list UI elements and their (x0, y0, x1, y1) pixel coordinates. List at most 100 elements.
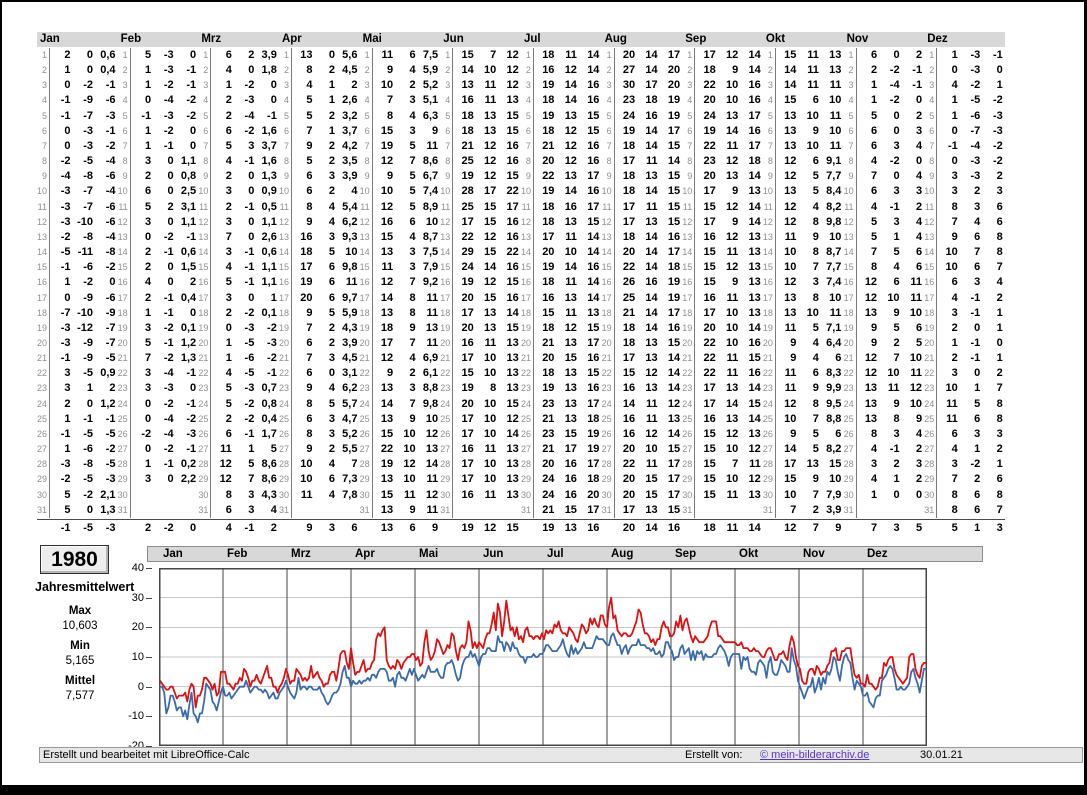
day-number: 24 (924, 396, 938, 412)
temp-cell: 0 (145, 230, 152, 243)
day-number: 22 (682, 366, 696, 382)
day-number: 7 (118, 138, 131, 155)
day-number: 16 (924, 275, 938, 291)
day-number: 6 (521, 123, 534, 139)
temp-cell: 5 (893, 321, 900, 334)
temp-cell: 4 (225, 155, 232, 168)
temp-cell: 16 (748, 336, 761, 349)
temp-cell: 15 (506, 124, 519, 137)
temp-cell: 5 (328, 246, 335, 259)
day-number: 3 (198, 78, 212, 94)
temp-cell: 11 (345, 276, 358, 289)
temp-cell: 0 (167, 473, 174, 486)
temp-cell: 6,2 (342, 215, 358, 228)
temperature-table: 1 2 0 0,6 2 1 0 0,4 3 0 -2 -1 4 -1 -9 -6 5 -1 -7 -3 6 0 -3 -1 7 0… (37, 48, 1005, 518)
temp-cell: 4 (915, 139, 923, 152)
temp-cell: 2 (145, 261, 152, 274)
mean-cell: 7 (870, 521, 878, 534)
temp-cell: 0 (248, 215, 255, 228)
temp-cell: 9 (306, 443, 313, 456)
temp-cell: 3 (145, 382, 152, 395)
day-number: 1 (118, 48, 131, 64)
temp-cell: 10 (380, 79, 394, 92)
temp-cell: -7 (83, 185, 93, 198)
temp-cell: 10 (380, 185, 394, 198)
temp-cell: 8,8 (422, 382, 439, 395)
temp-cell: 21 (542, 503, 555, 516)
day-number: 25 (602, 411, 615, 427)
temp-cell: 13 (667, 412, 681, 425)
temp-cell: 24 (542, 488, 555, 501)
temp-cell: 23 (542, 427, 555, 440)
temp-cell: 3,9 (342, 170, 358, 183)
day-number-empty (521, 521, 534, 536)
temp-cell: 16 (587, 155, 600, 168)
temp-cell (131, 503, 154, 518)
temp-cell: 15 (564, 352, 577, 365)
day-number: 1 (521, 48, 534, 64)
day-number: 16 (198, 275, 212, 291)
temp-cell: 9 (409, 321, 416, 334)
temp-cell: 8,2 (826, 200, 842, 213)
day-number: 24 (279, 396, 292, 412)
chart-month-label-mrz: Mrz (291, 548, 311, 560)
temp-cell: -3 (163, 109, 174, 122)
temp-cell: 5 (225, 139, 232, 152)
table-month-header-row: Jan Feb Mrz Apr Mai Jun Jul Aug Sep Okt Nov Dez (37, 32, 1005, 47)
temp-cell: -3 (970, 155, 981, 168)
temp-cell: 12 (484, 276, 497, 289)
temp-cell: 11 (807, 79, 819, 92)
day-number: 17 (521, 290, 534, 306)
day-number: 31 (360, 502, 373, 518)
day-number: 9 (521, 169, 534, 185)
temp-cell: 10 (945, 382, 958, 395)
temp-cell: 0 (64, 291, 71, 304)
temp-cell: 2 (812, 503, 819, 516)
day-number-empty (844, 521, 857, 536)
temp-cell: 6 (306, 170, 313, 183)
day-number: 17 (360, 290, 373, 306)
temp-cell (695, 503, 718, 518)
temp-cell: 9 (732, 64, 739, 77)
temp-cell: 3 (248, 503, 255, 516)
temp-cell: 5 (248, 458, 255, 471)
temp-cell: 7,9 (826, 488, 842, 501)
temp-cell: 11 (565, 276, 577, 289)
temp-cell: 22 (542, 170, 555, 183)
mean-cell: 15 (506, 521, 519, 534)
temp-cell: 7,4 (826, 276, 842, 289)
temp-cell: 1 (951, 94, 958, 107)
temp-cell: -3 (163, 49, 174, 61)
footer-bar: Erstellt und bearbeitet mit LibreOffice-… (39, 747, 1083, 763)
temp-cell: 10 (726, 306, 739, 319)
temp-cell: 12 (564, 64, 577, 77)
temp-cell: 6 (306, 367, 313, 380)
temp-cell: 11 (645, 412, 658, 425)
temp-cell: 16 (461, 94, 474, 107)
temp-cell: 15 (645, 473, 658, 486)
temp-cell: 5 (870, 230, 878, 243)
mean-cell: 9 (306, 521, 313, 534)
day-number: 17 (118, 290, 131, 306)
day-number: 22 (198, 366, 212, 382)
temp-cell: -1 (60, 427, 71, 440)
temp-cell: 17 (748, 139, 761, 152)
temp-cell: 11 (426, 291, 439, 304)
temp-cell: 16 (667, 321, 681, 334)
day-number: 11 (844, 199, 857, 215)
temp-cell: -7 (60, 306, 71, 319)
day-number: 30 (279, 487, 292, 503)
temp-cell: 19 (380, 458, 394, 471)
day-number: 14 (118, 245, 131, 261)
temp-cell: 16 (506, 139, 519, 152)
temp-cell: -1 (105, 79, 116, 92)
temp-cell: 10 (484, 427, 497, 440)
website-link[interactable]: © mein-bilderarchiv.de (760, 749, 870, 761)
day-number: 20 (440, 335, 454, 352)
temp-cell: 7 (351, 458, 358, 471)
temp-cell: 3 (996, 185, 1003, 198)
temp-cell: -2 (83, 79, 93, 92)
day-number: 6 (682, 123, 696, 139)
temp-cell: 12 (864, 352, 878, 365)
